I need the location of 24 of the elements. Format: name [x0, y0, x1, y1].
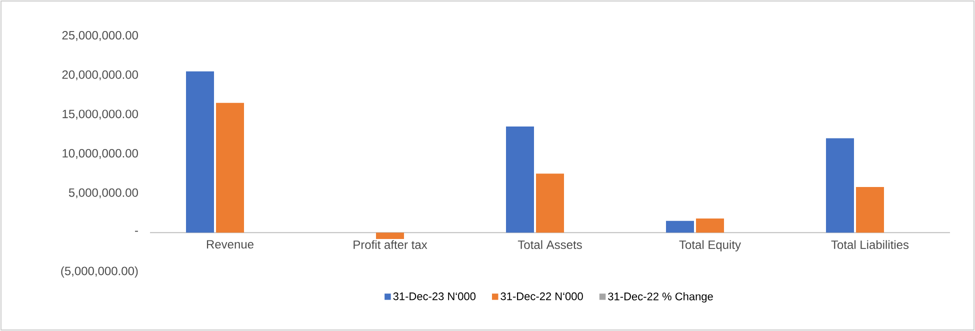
bar: [186, 71, 214, 233]
x-tick-label: Total Equity: [679, 240, 741, 252]
x-tick-label: Total Assets: [518, 240, 582, 249]
y-tick-label: 10,000,000.00: [62, 149, 138, 159]
bar: [216, 102, 244, 233]
y-tick-label: 25,000,000.00: [62, 31, 138, 41]
bar: [666, 220, 694, 233]
x-tick-label: Revenue: [206, 240, 254, 249]
x-tick-label: Total Liabilities: [831, 240, 909, 249]
bar: [826, 138, 854, 233]
legend-label: 31-Dec-22 N‘000: [500, 292, 583, 300]
legend-label: 31-Dec-23 N‘000: [393, 292, 476, 300]
y-tick-label: 15,000,000.00: [62, 110, 138, 120]
bar: [376, 232, 404, 239]
bar: [856, 187, 884, 233]
bar: [536, 174, 564, 233]
y-tick-label: (5,000,000.00): [61, 266, 138, 278]
x-tick-label: Profit after tax: [354, 240, 428, 249]
y-tick-label: 5,000,000.00: [68, 188, 138, 198]
y-tick-label: -: [135, 230, 138, 232]
bar: [696, 218, 724, 233]
bar: [506, 126, 534, 233]
legend-label: 31-Dec-22 % Change: [608, 292, 713, 303]
y-tick-label: 20,000,000.00: [62, 70, 138, 80]
